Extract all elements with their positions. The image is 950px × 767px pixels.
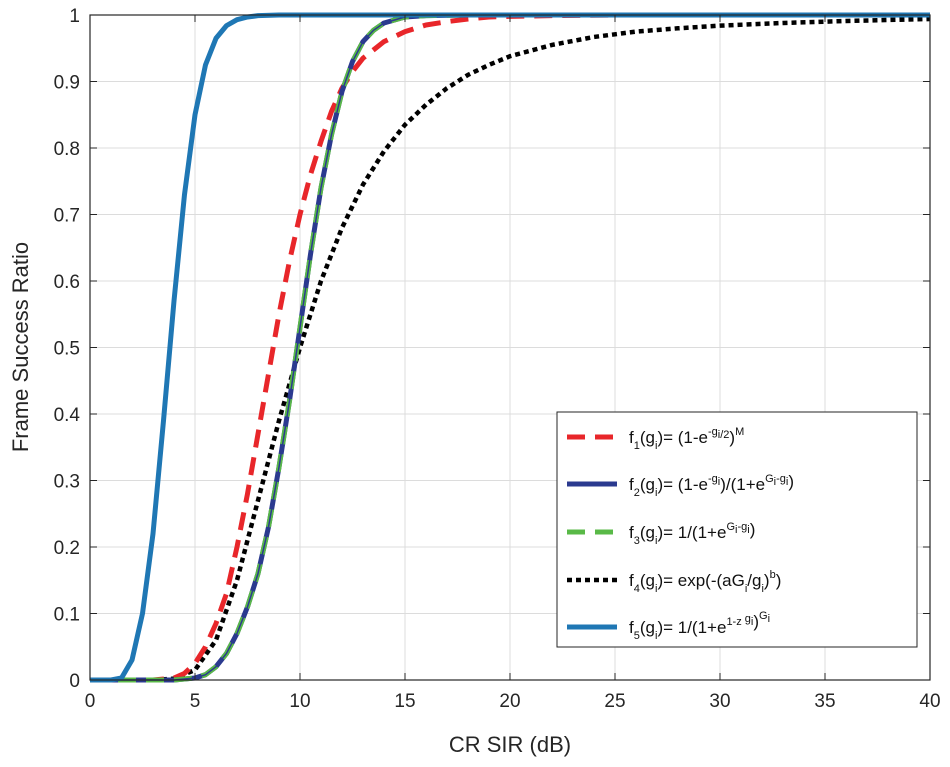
legend-end-sup: M <box>735 426 744 438</box>
legend-eq2: /g <box>747 571 761 590</box>
y-tick-label: 0.8 <box>54 139 80 160</box>
x-tick-label: 35 <box>814 691 835 712</box>
y-tick-label: 0.9 <box>54 73 80 94</box>
x-tick-label: 15 <box>394 691 415 712</box>
legend-sup2-sub: i <box>786 476 788 488</box>
legend-f: f <box>629 618 634 637</box>
y-tick-label: 0.1 <box>54 605 80 626</box>
legend-close: ) <box>788 472 794 491</box>
legend-end-sup-sub: i <box>768 613 770 625</box>
legend-f: f <box>629 571 634 590</box>
legend-end: ) <box>729 428 735 447</box>
legend-sup2: -g <box>737 521 747 533</box>
legend-sup2: -g <box>776 473 786 485</box>
legend-f-sub: 4 <box>634 583 640 595</box>
y-axis-label: Frame Success Ratio <box>8 242 33 452</box>
legend-f-sub: 3 <box>634 535 640 547</box>
legend-f: f <box>629 523 634 542</box>
legend-mid-sub: i <box>655 487 657 499</box>
legend-sup: -g <box>708 473 718 485</box>
legend-end-sup-sub: i <box>774 476 776 488</box>
legend-eq: )= exp(-(aG <box>657 571 744 590</box>
legend-sup-sub: i <box>718 476 720 488</box>
y-tick-label: 0.7 <box>54 206 80 227</box>
x-axis-label: CR SIR (dB) <box>449 732 571 757</box>
legend-sup-sub: i/2 <box>718 429 730 441</box>
legend: f1(gi)= (1-e-gi/2)Mf2(gi)= (1-e-gi)/(1+e… <box>556 411 918 648</box>
legend-mid: (g <box>640 571 655 590</box>
legend-sup: -g <box>708 426 718 438</box>
y-tick-label: 0 <box>69 671 80 692</box>
legend-f-sub: 5 <box>634 630 640 642</box>
legend-mid-sub: i <box>655 630 657 642</box>
legend-mid-sub: i <box>655 440 657 452</box>
legend-mid-sub: i <box>655 535 657 547</box>
y-tick-label: 0.6 <box>54 272 80 293</box>
x-tick-label: 25 <box>604 691 625 712</box>
legend-end-sup: G <box>765 473 774 485</box>
x-tick-label: 10 <box>289 691 310 712</box>
legend-f: f <box>629 428 634 447</box>
legend-f-sub: 2 <box>634 487 640 499</box>
legend-sup: G <box>726 521 735 533</box>
series-line-4 <box>90 16 931 683</box>
legend-eq2-sub: i <box>761 583 763 595</box>
legend-eq: )= 1/(1+e <box>657 618 726 637</box>
legend-mid: (g <box>640 523 655 542</box>
legend-f-sub: 1 <box>634 440 640 452</box>
legend-sup: 1-z <box>726 616 741 628</box>
legend-eq: )= 1/(1+e <box>657 523 726 542</box>
x-tick-label: 40 <box>919 691 940 712</box>
legend-mid: (g <box>640 618 655 637</box>
legend-sup-sub: i <box>735 524 737 536</box>
legend-box <box>556 411 918 648</box>
legend-sup2-sub: i <box>747 524 749 536</box>
legend-mid: (g <box>640 475 655 494</box>
legend-end: )/(1+e <box>720 475 765 494</box>
legend-eq: )= (1-e <box>657 475 708 494</box>
x-tick-label: 5 <box>190 691 201 712</box>
legend-end: ) <box>764 571 770 590</box>
legend-sup2: g <box>742 613 751 625</box>
legend-label-5: f5(gi)= 1/(1+e1-z gi)Gi <box>629 610 770 642</box>
legend-close: ) <box>750 520 756 539</box>
legend-mid: (g <box>640 428 655 447</box>
ticks: 0 5 10 15 20 25 30 35 4000.10.20.30.40.50.60.70.… <box>54 6 941 712</box>
legend-end-sup: b <box>770 569 776 581</box>
y-tick-label: 0.2 <box>54 538 80 559</box>
legend-eq-sub: i <box>745 583 747 595</box>
legend-end: ) <box>753 612 759 631</box>
legend-label-3: f3(gi)= 1/(1+eGi-gi) <box>629 520 755 547</box>
x-tick-label: 20 <box>499 691 520 712</box>
x-tick-label: 30 <box>709 691 730 712</box>
legend-label-1: f1(gi)= (1-e-gi/2)M <box>629 426 744 452</box>
x-tick-label: 0 <box>85 691 96 712</box>
legend-mid-sub: i <box>655 583 657 595</box>
legend-close: ) <box>776 571 782 590</box>
legend-eq: )= (1-e <box>657 428 708 447</box>
legend-end-sup: G <box>759 610 768 622</box>
legend-label-4: f4(gi)= exp(-(aGi/gi)b) <box>629 569 781 595</box>
y-tick-label: 0.4 <box>54 405 81 426</box>
y-tick-label: 1 <box>69 6 80 27</box>
y-tick-label: 0.3 <box>54 472 80 493</box>
series-line-1 <box>90 12 930 683</box>
legend-sup2-sub: i <box>751 616 753 628</box>
legend-label-2: f2(gi)= (1-e-gi)/(1+eGi-gi) <box>629 472 794 499</box>
y-tick-label: 0.5 <box>54 339 80 360</box>
legend-f: f <box>629 475 634 494</box>
